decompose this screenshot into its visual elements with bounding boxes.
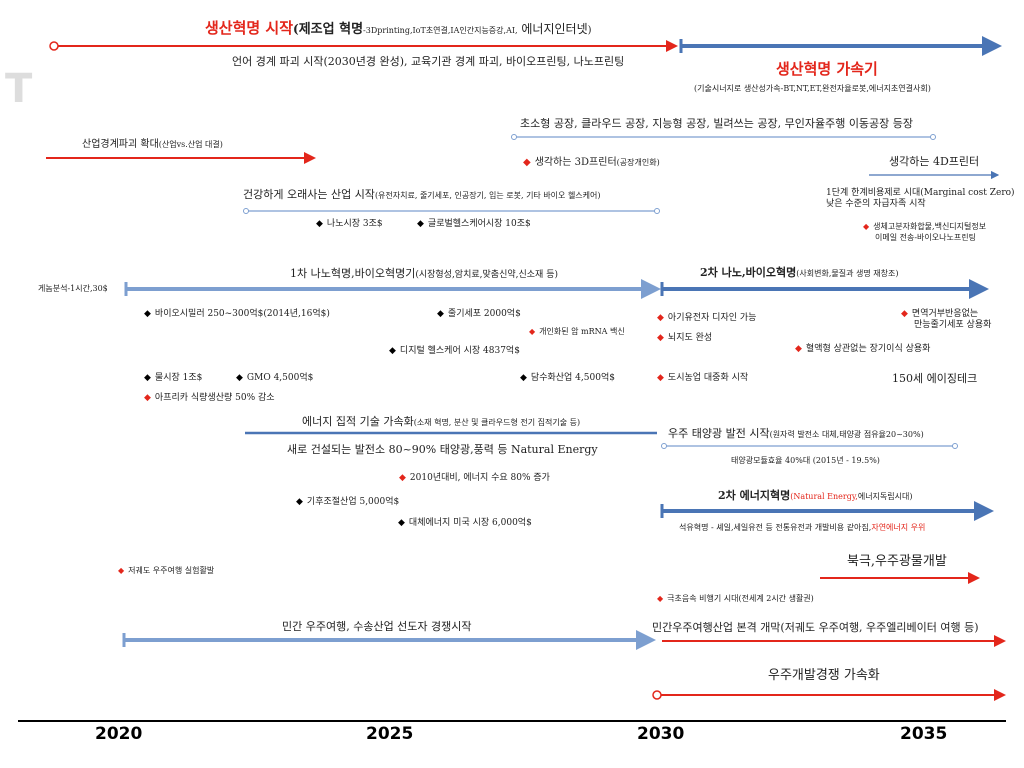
item-desalination: 담수화산업 4,500억$ xyxy=(520,373,615,384)
text-new-plants: 새로 건설되는 발전소 80~90% 태양광,풍력 등 Natural Ener… xyxy=(287,443,598,456)
watermark-logo: T xyxy=(5,66,33,112)
item-immune: 면역거부반응없는 xyxy=(901,309,978,320)
title-nano-1: 1차 나노혁명,바이오혁명기(시장형성,암치료,맞춤신약,신소재 등) xyxy=(290,267,558,280)
text-eco-digital-2: 이메일 전송-바이오나노프린팅 xyxy=(875,233,976,242)
text-genome: 게놈분석-1시간,30$ xyxy=(38,284,108,293)
text-healthy-industry: 건강하게 오래사는 산업 시작(유전자치료, 줄기세포, 인공장기, 입는 로봇… xyxy=(243,188,601,201)
item-energy-demand: 2010년대비, 에너지 수요 80% 증가 xyxy=(399,473,550,484)
text-private-space-2: 민간우주여행산업 본격 개막(저궤도 우주여행, 우주엘리베이터 여행 등) xyxy=(652,621,979,634)
title-arctic: 북극,우주광물개발 xyxy=(847,554,947,569)
year-label-2030: 2030 xyxy=(637,724,685,744)
year-label-2035: 2035 xyxy=(900,724,948,744)
item-brain-map: 뇌지도 완성 xyxy=(657,333,712,344)
text-accelerator-sub: (기술시너지로 생산성가속-BT,NT,ET,완전자율로봇,에너지초연결사회) xyxy=(694,84,931,93)
item-3d-printer: 생각하는 3D프린터(공장개인화) xyxy=(523,157,660,169)
title-production-revolution: 생산혁명 시작(제조업 혁명-3Dprinting,IoT초연결,IA인간지능증… xyxy=(205,19,592,37)
item-stem-cell: 줄기세포 2000억$ xyxy=(437,309,521,320)
title-production-accelerator: 생산혁명 가속기 xyxy=(776,60,878,78)
item-climate-industry: 기후조절산업 5,000억$ xyxy=(296,497,399,508)
text-aging-tech: 150세 에이징테크 xyxy=(892,372,978,385)
item-africa-food: 아프리카 식량생산량 50% 감소 xyxy=(144,393,275,404)
item-urban-farm: 도시농업 대중화 시작 xyxy=(657,373,748,384)
text-marginal-cost-2: 낮은 수준의 자급자족 시작 xyxy=(826,199,926,209)
item-hypersonic: 극초음속 비행기 시대(전세계 2시간 생활권) xyxy=(657,594,814,604)
item-mrna: 개인화된 암 mRNA 백신 xyxy=(529,327,625,337)
arrow-start-dot xyxy=(49,41,59,51)
text-factory: 초소형 공장, 클라우드 공장, 지능형 공장, 빌려쓰는 공장, 무인자율주행… xyxy=(520,117,914,130)
item-biosimilar: 바이오시밀러 250~300억$(2014년,16억$) xyxy=(144,309,330,320)
text-4d-printer: 생각하는 4D프린터 xyxy=(889,155,980,168)
item-baby-design: 아기유전자 디자인 가능 xyxy=(657,313,757,324)
year-label-2025: 2025 xyxy=(366,724,414,744)
title-nano-2: 2차 나노,바이오혁명(사회변화,물질과 생명 재창조) xyxy=(700,266,899,279)
text-marginal-cost-1: 1단계 한계비용제로 시대(Marginal cost Zero) xyxy=(826,188,1015,198)
item-low-orbit-trial: 저궤도 우주여행 실험활발 xyxy=(118,566,214,576)
text-private-space-1: 민간 우주여행, 수송산업 선도자 경쟁시작 xyxy=(282,620,472,633)
item-alt-energy: 대체에너지 미국 시장 6,000억$ xyxy=(398,518,532,529)
item-bloodtype-transplant: 혈액형 상관없는 장기이식 상용화 xyxy=(795,344,931,355)
item-water-market: 물시장 1조$ xyxy=(144,373,202,384)
text-immune-2: 만능줄기세포 상용화 xyxy=(914,320,992,330)
item-gmo: GMO 4,500억$ xyxy=(236,373,313,384)
item-global-healthcare: 글로벌헬스케어시장 10조$ xyxy=(417,219,531,230)
title-energy-accel: 에너지 집적 기술 가속화(소재 혁명, 분산 및 클라우드형 전기 집적기술 … xyxy=(302,415,581,428)
item-nano-market: 나노시장 3조$ xyxy=(316,219,383,230)
item-eco-digital-1: 생체고분자화합물,백신디지털정보 xyxy=(863,222,986,232)
item-digital-health: 디지털 헬스케어 시장 4837억$ xyxy=(389,346,520,357)
title-space-solar: 우주 태양광 발전 시작(원자력 발전소 대체,태양광 점유율20~30%) xyxy=(668,427,924,440)
title-space-race: 우주개발경쟁 가속화 xyxy=(768,668,880,683)
year-label-2020: 2020 xyxy=(95,724,143,744)
text-industry-boundary: 산업경계파괴 확대(산업vs.산업 대결) xyxy=(82,139,223,150)
text-fossil: 석유혁명 - 셰일,세일유전 등 전통유전과 개발비용 같아짐,자연에너지 우위 xyxy=(679,523,926,532)
text-language-boundary: 언어 경계 파괴 시작(2030년경 완성), 교육기관 경계 파괴, 바이오프… xyxy=(232,55,625,68)
text-solar-efficiency: 태양광모듈효율 40%대 (2015년 - 19.5%) xyxy=(731,456,880,465)
title-energy-2: 2차 에너지혁명(Natural Energy,에너지독립시대) xyxy=(718,489,913,502)
